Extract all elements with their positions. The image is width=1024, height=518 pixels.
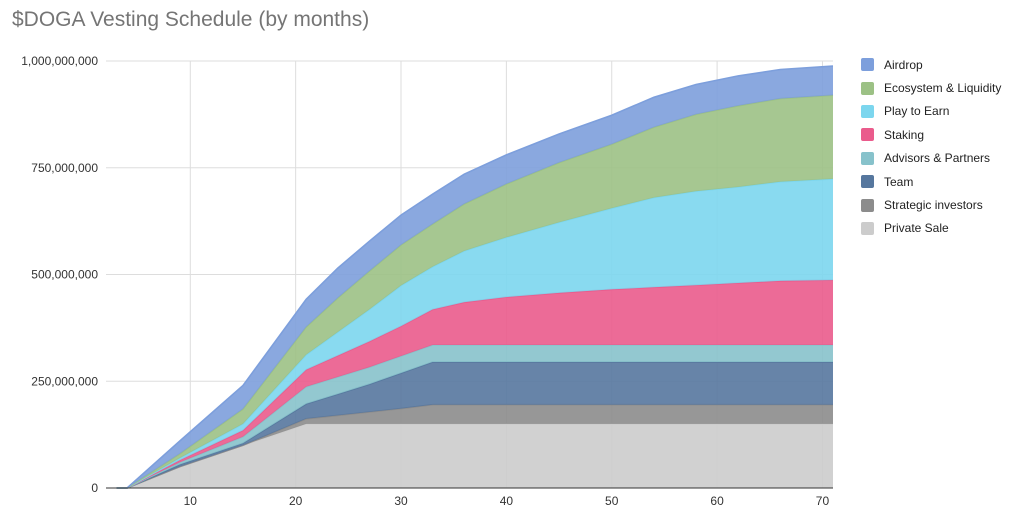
x-tick-label-1: 20 (289, 494, 303, 508)
y-tick-label-4: 1,000,000,000 (21, 54, 98, 68)
series-area-2 (116, 362, 833, 488)
legend-item-2: Play to Earn (861, 100, 1001, 123)
legend-label-3: Staking (884, 127, 925, 142)
legend-item-0: Airdrop (861, 53, 1001, 76)
series-area-3 (116, 345, 833, 488)
legend-swatch-0 (861, 58, 874, 72)
legend-swatch-3 (861, 128, 874, 142)
legend-label-7: Private Sale (884, 221, 949, 236)
y-tick-label-2: 500,000,000 (31, 268, 98, 282)
series-area-6 (116, 95, 833, 488)
y-axis-ticks: 0 250,000,000 500,000,000 750,000,000 1,000,… (21, 54, 98, 495)
legend-label-2: Play to Earn (884, 104, 950, 119)
legend-item-1: Ecosystem & Liquidity (861, 76, 1001, 99)
x-tick-label-5: 60 (710, 494, 724, 508)
legend-label-0: Airdrop (884, 57, 923, 72)
legend-item-3: Staking (861, 123, 1001, 146)
x-tick-label-6: 70 (816, 494, 830, 508)
legend-item-7: Private Sale (861, 217, 1001, 240)
series-line-5 (116, 178, 834, 489)
legend: Airdrop Ecosystem & Liquidity Play to Earn… (861, 53, 1001, 240)
legend-item-5: Team (861, 170, 1001, 193)
series-area-7 (116, 66, 833, 488)
legend-label-4: Advisors & Partners (884, 151, 991, 166)
x-tick-label-0: 10 (184, 494, 198, 508)
series-line-7 (116, 65, 834, 489)
legend-item-4: Advisors & Partners (861, 147, 1001, 170)
series-area-0 (116, 423, 833, 488)
legend-swatch-7 (861, 221, 874, 235)
legend-swatch-4 (861, 151, 874, 165)
y-tick-label-1: 250,000,000 (31, 374, 98, 388)
y-tick-label-0: 0 (91, 481, 98, 495)
legend-label-5: Team (884, 174, 914, 189)
y-tick-label-3: 750,000,000 (31, 161, 98, 175)
series-area-1 (116, 404, 833, 488)
series-area-4 (116, 280, 833, 488)
series-area-5 (116, 178, 833, 488)
x-tick-label-2: 30 (394, 494, 408, 508)
legend-swatch-6 (861, 198, 874, 212)
stacked-areas (116, 65, 834, 489)
legend-swatch-1 (861, 81, 874, 95)
legend-item-6: Strategic investors (861, 193, 1001, 216)
x-tick-label-4: 50 (605, 494, 619, 508)
legend-label-6: Strategic investors (884, 198, 983, 213)
legend-swatch-5 (861, 175, 874, 189)
x-tick-label-3: 40 (500, 494, 514, 508)
legend-label-1: Ecosystem & Liquidity (884, 81, 1002, 96)
x-axis-ticks: 10 20 30 40 50 60 70 (184, 494, 830, 508)
chart-title: $DOGA Vesting Schedule (by months) (12, 8, 370, 31)
legend-swatch-2 (861, 104, 874, 118)
